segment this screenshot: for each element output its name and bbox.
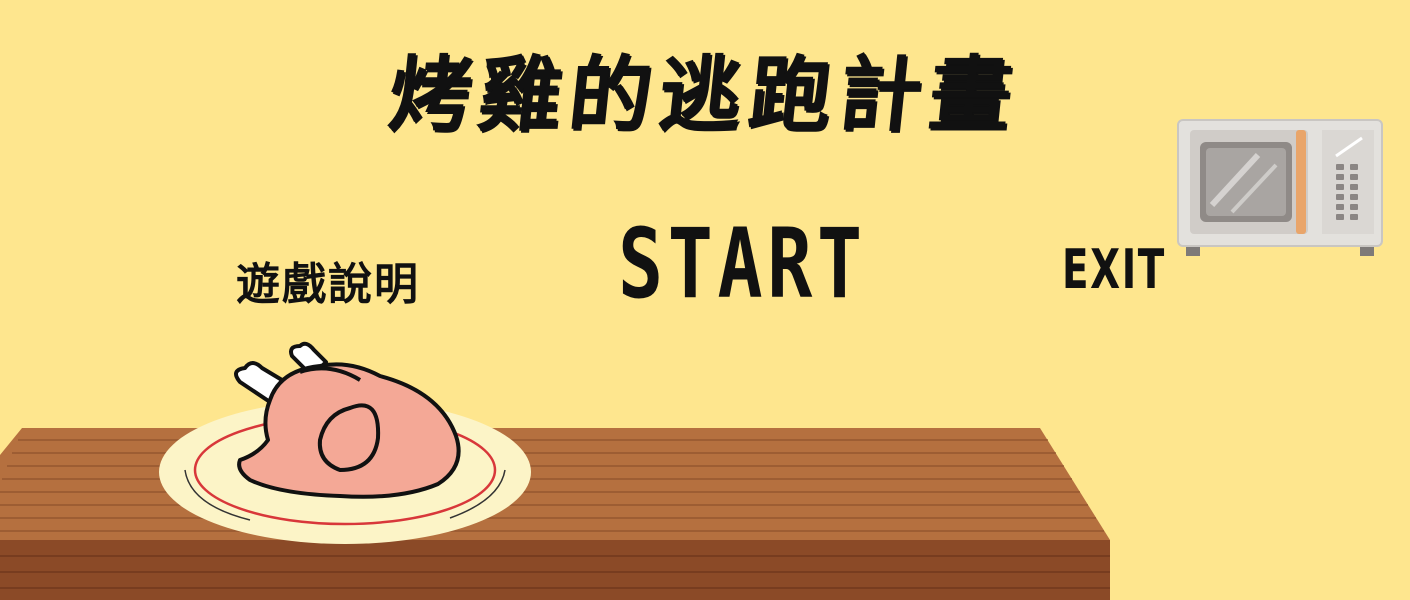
exit-button[interactable]: EXIT	[1062, 238, 1166, 301]
how-to-play-button[interactable]: 遊戲說明	[236, 259, 420, 310]
start-button[interactable]: START	[618, 208, 867, 320]
game-title: 烤雞的逃跑計畫	[384, 48, 1025, 143]
microwave-oven	[1177, 119, 1383, 256]
roast-chicken	[234, 341, 461, 499]
